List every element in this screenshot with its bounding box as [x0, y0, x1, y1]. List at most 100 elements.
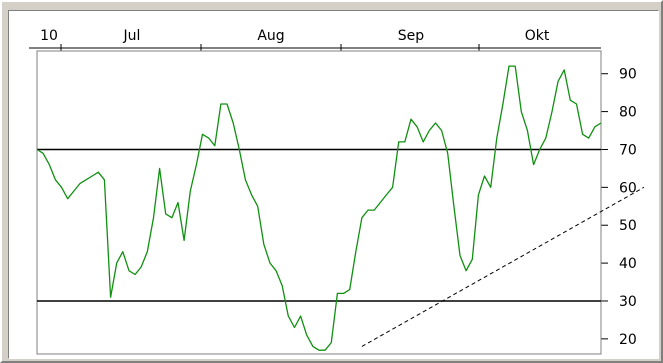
y-tick-label: 80 — [619, 105, 637, 121]
data-point — [214, 145, 216, 147]
x-tick-label: Okt — [525, 28, 550, 44]
data-point — [496, 137, 498, 139]
data-point — [582, 134, 584, 136]
x-tick-label: Sep — [398, 28, 425, 44]
plot-area — [36, 50, 602, 355]
data-point — [147, 251, 149, 253]
data-point — [386, 194, 388, 196]
data-point — [36, 149, 38, 151]
x-tick-label: Jul — [123, 28, 141, 44]
data-point — [183, 240, 185, 242]
data-point — [429, 130, 431, 132]
data-point — [300, 315, 302, 317]
data-point — [527, 130, 529, 132]
data-point — [208, 137, 210, 139]
data-point — [281, 285, 283, 287]
data-point — [435, 122, 437, 124]
y-tick-label: 40 — [619, 256, 637, 272]
data-point — [67, 198, 69, 200]
data-point — [196, 164, 198, 166]
data-point — [140, 266, 142, 268]
data-point — [134, 274, 136, 276]
data-point — [73, 190, 75, 192]
y-tick-label: 70 — [619, 142, 637, 158]
data-point — [85, 179, 87, 181]
data-point — [79, 183, 81, 185]
line-chart: 10 Jul Aug Sep Okt 20 30 40 50 60 70 80 90 — [29, 28, 645, 355]
data-point — [318, 349, 320, 351]
y-tick-label: 20 — [619, 332, 637, 348]
y-tick-label: 90 — [619, 67, 637, 83]
data-point — [91, 175, 93, 177]
data-point — [275, 270, 277, 272]
data-point — [294, 327, 296, 329]
data-point — [171, 217, 173, 219]
data-point — [404, 141, 406, 143]
data-point — [563, 69, 565, 71]
data-point — [588, 137, 590, 139]
y-tick-label: 60 — [619, 180, 637, 196]
data-point — [508, 65, 510, 67]
data-point — [367, 209, 369, 211]
x-tick-label: Aug — [257, 28, 284, 44]
data-point — [312, 346, 314, 348]
data-point — [576, 103, 578, 105]
data-point — [288, 315, 290, 317]
y-axis: 20 30 40 50 60 70 80 90 — [601, 67, 637, 348]
data-point — [453, 205, 455, 207]
data-point — [42, 152, 44, 154]
data-point — [557, 81, 559, 83]
data-point — [220, 103, 222, 105]
data-point — [48, 164, 50, 166]
data-point — [61, 187, 63, 189]
data-point — [239, 149, 241, 151]
data-point — [202, 134, 204, 136]
data-point — [55, 179, 57, 181]
data-point — [416, 126, 418, 128]
data-point — [539, 149, 541, 151]
series-line — [36, 65, 602, 351]
y-tick-label: 30 — [619, 294, 637, 310]
x-axis: 10 Jul Aug Sep Okt — [29, 28, 601, 51]
data-point — [337, 293, 339, 295]
data-point — [263, 243, 265, 245]
data-point — [269, 262, 271, 264]
data-point — [122, 251, 124, 253]
data-point — [380, 202, 382, 204]
trend-line — [361, 186, 645, 347]
data-point — [355, 251, 357, 253]
data-point — [245, 179, 247, 181]
data-point — [349, 289, 351, 291]
data-point — [110, 296, 112, 298]
data-point — [441, 130, 443, 132]
data-point — [465, 270, 467, 272]
series-group — [36, 65, 602, 351]
data-point — [251, 194, 253, 196]
data-point — [502, 103, 504, 105]
y-tick-label: 50 — [619, 218, 637, 234]
data-point — [392, 187, 394, 189]
chart-panel: 10 Jul Aug Sep Okt 20 30 40 50 60 70 80 90 — [8, 10, 659, 359]
data-point — [153, 217, 155, 219]
data-point — [545, 137, 547, 139]
data-point — [410, 118, 412, 120]
data-point — [570, 99, 572, 101]
data-point — [533, 164, 535, 166]
data-point — [104, 179, 106, 181]
data-point — [521, 111, 523, 113]
data-point — [600, 122, 602, 124]
data-point — [98, 171, 100, 173]
data-point — [159, 168, 161, 170]
data-point — [478, 194, 480, 196]
data-point — [189, 190, 191, 192]
data-point — [490, 187, 492, 189]
data-point — [459, 255, 461, 257]
data-point — [594, 126, 596, 128]
data-point — [484, 175, 486, 177]
x-tick-label: 10 — [40, 28, 58, 44]
data-point — [128, 270, 130, 272]
data-point — [177, 202, 179, 204]
data-point — [226, 103, 228, 105]
data-point — [232, 122, 234, 124]
